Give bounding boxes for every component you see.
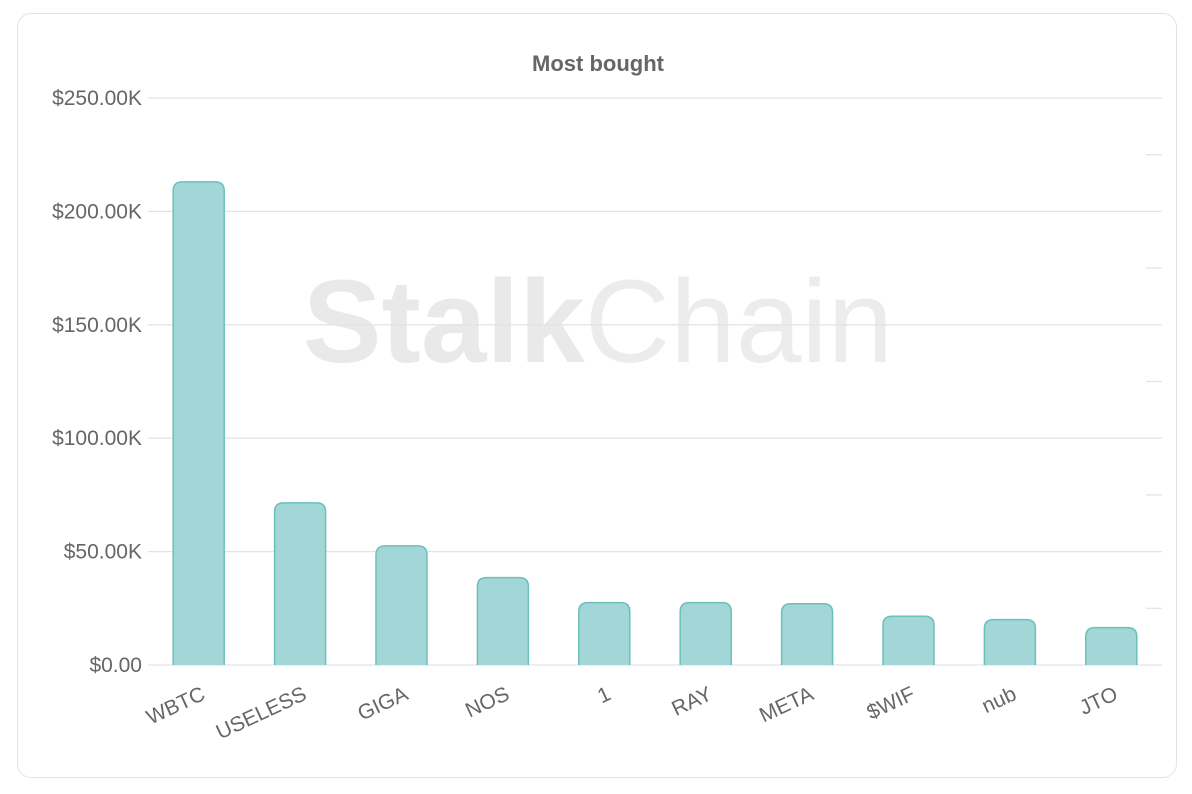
bars xyxy=(172,181,1138,665)
y-tick-label: $150.00K xyxy=(52,314,142,337)
bar-meta[interactable] xyxy=(780,603,834,665)
stalkchain-watermark: StalkChain xyxy=(303,256,893,388)
x-tick-label: $WIF xyxy=(863,682,918,724)
x-tick-label: nub xyxy=(978,682,1019,718)
x-tick-label: 1 xyxy=(594,682,614,708)
bar-useless[interactable] xyxy=(273,502,327,665)
bar-ray[interactable] xyxy=(679,601,732,665)
bar-wif[interactable] xyxy=(882,615,935,665)
bar-1[interactable] xyxy=(578,601,631,665)
y-tick-label: $100.00K xyxy=(52,427,142,450)
x-axis: WBTC USELESS GIGA NOS 1 RAY META $WIF nub JTO xyxy=(143,682,1121,744)
x-tick-label: GIGA xyxy=(354,682,411,725)
watermark-bold-text: Stalk xyxy=(303,256,585,388)
x-tick-label: META xyxy=(756,682,817,727)
bar-wbtc[interactable] xyxy=(172,181,225,665)
x-tick-label: WBTC xyxy=(143,682,209,729)
x-tick-label: JTO xyxy=(1076,682,1121,719)
bar-nub[interactable] xyxy=(983,618,1037,665)
y-tick-label: $200.00K xyxy=(52,200,142,223)
x-tick-label: USELESS xyxy=(213,682,311,744)
bar-giga[interactable] xyxy=(375,545,428,665)
y-tick-label: $50.00K xyxy=(64,541,142,564)
y-tick-label: $250.00K xyxy=(52,87,142,110)
svg-text:StalkChain: StalkChain xyxy=(303,256,893,388)
bar-jto[interactable] xyxy=(1085,626,1138,665)
y-axis: $0.00 $50.00K $100.00K $150.00K $200.00K $250… xyxy=(52,87,142,677)
chart-title: Most bought xyxy=(532,51,665,76)
watermark-light-text: Chain xyxy=(585,256,893,388)
bar-nos[interactable] xyxy=(476,576,530,665)
y-tick-label: $0.00 xyxy=(89,654,142,677)
x-tick-label: NOS xyxy=(462,682,513,722)
x-tick-label: RAY xyxy=(668,682,715,720)
right-minor-ticks xyxy=(1146,154,1162,609)
